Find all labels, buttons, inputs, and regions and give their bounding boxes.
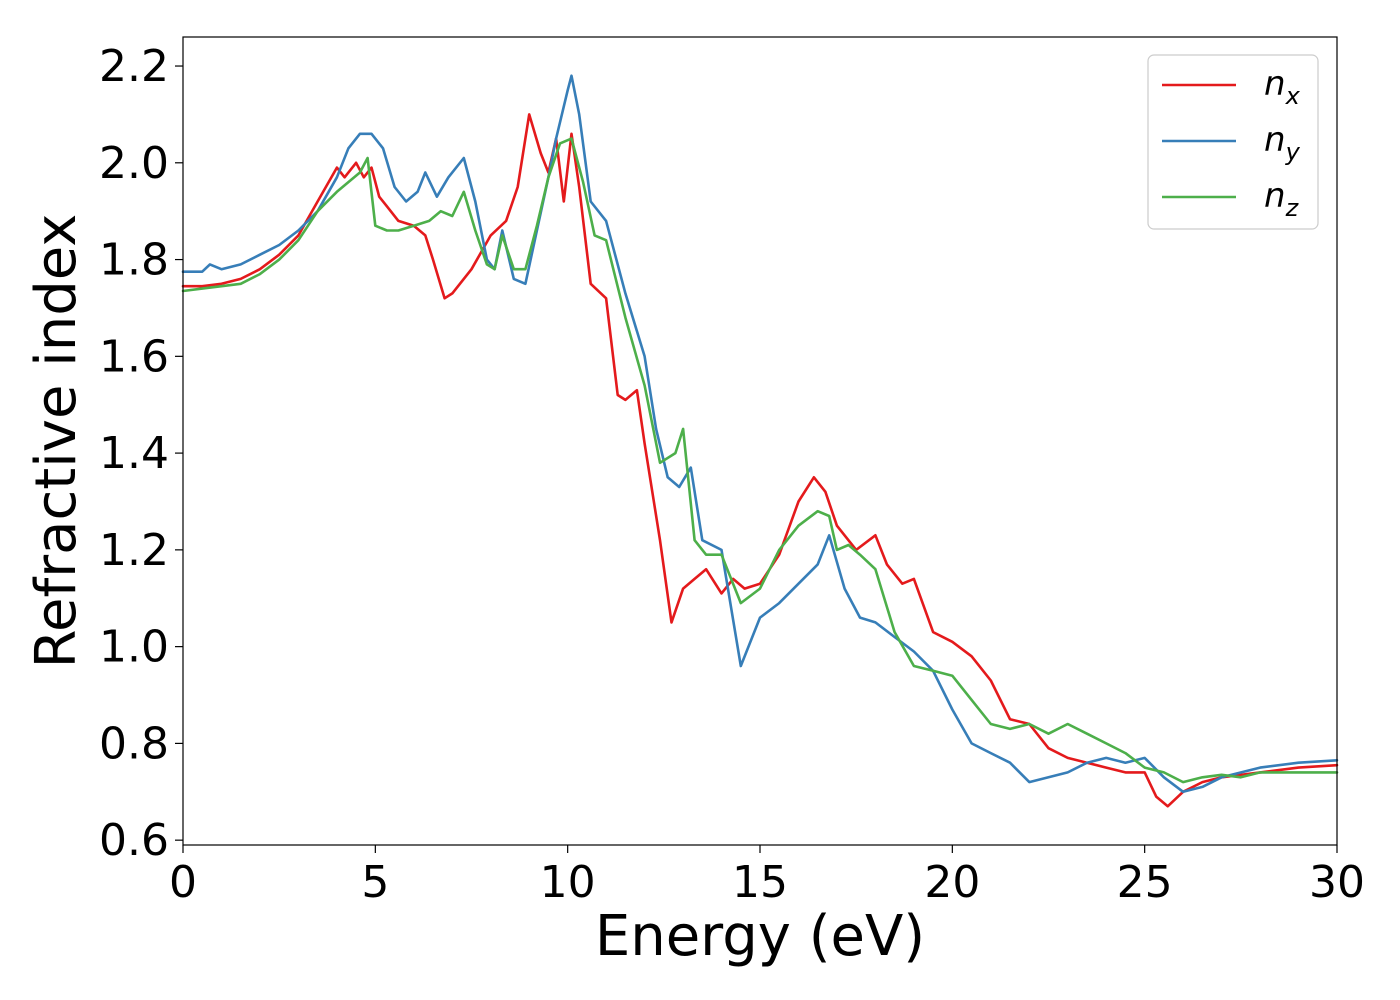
legend-label-subscript: y <box>1285 138 1301 166</box>
y-axis-ticks: 0.6 0.8 1.0 1.2 1.4 1.6 1.8 2.0 2.2 <box>99 41 183 866</box>
y-tick-label: 2.0 <box>99 138 169 189</box>
legend-label-nx: nx <box>1264 64 1301 110</box>
x-tick-label: 25 <box>1117 857 1173 908</box>
x-tick-label: 30 <box>1309 857 1365 908</box>
y-tick-label: 1.0 <box>99 622 169 673</box>
y-tick-label: 0.8 <box>99 718 169 769</box>
x-axis-ticks: 0 5 10 15 20 25 30 <box>169 845 1365 908</box>
y-tick-label: 1.6 <box>99 331 169 382</box>
legend-label-base: n <box>1264 120 1286 160</box>
x-tick-label: 5 <box>361 857 389 908</box>
series-line-ny <box>181 74 1339 794</box>
legend-label-subscript: z <box>1285 194 1300 222</box>
y-tick-label: 0.6 <box>99 815 169 866</box>
x-tick-label: 15 <box>732 857 788 908</box>
legend-label-nz: nz <box>1264 176 1300 222</box>
y-tick-label: 1.2 <box>99 525 169 576</box>
x-tick-label: 0 <box>169 857 197 908</box>
legend-label-ny: ny <box>1264 120 1301 166</box>
legend-label-base: n <box>1264 64 1286 104</box>
legend-label-base: n <box>1264 176 1286 216</box>
plot-area <box>183 37 1337 845</box>
series-lines <box>181 74 1339 808</box>
series-line-nz <box>181 137 1339 784</box>
x-tick-label: 20 <box>924 857 980 908</box>
x-tick-label: 10 <box>540 857 596 908</box>
legend-label-subscript: x <box>1285 82 1301 110</box>
y-tick-label: 1.4 <box>99 428 169 479</box>
x-axis-title: Energy (eV) <box>595 904 925 969</box>
y-tick-label: 2.2 <box>99 41 169 92</box>
series-line-nx <box>181 113 1339 808</box>
y-axis-title: Refractive index <box>24 214 89 669</box>
y-tick-label: 1.8 <box>99 235 169 286</box>
